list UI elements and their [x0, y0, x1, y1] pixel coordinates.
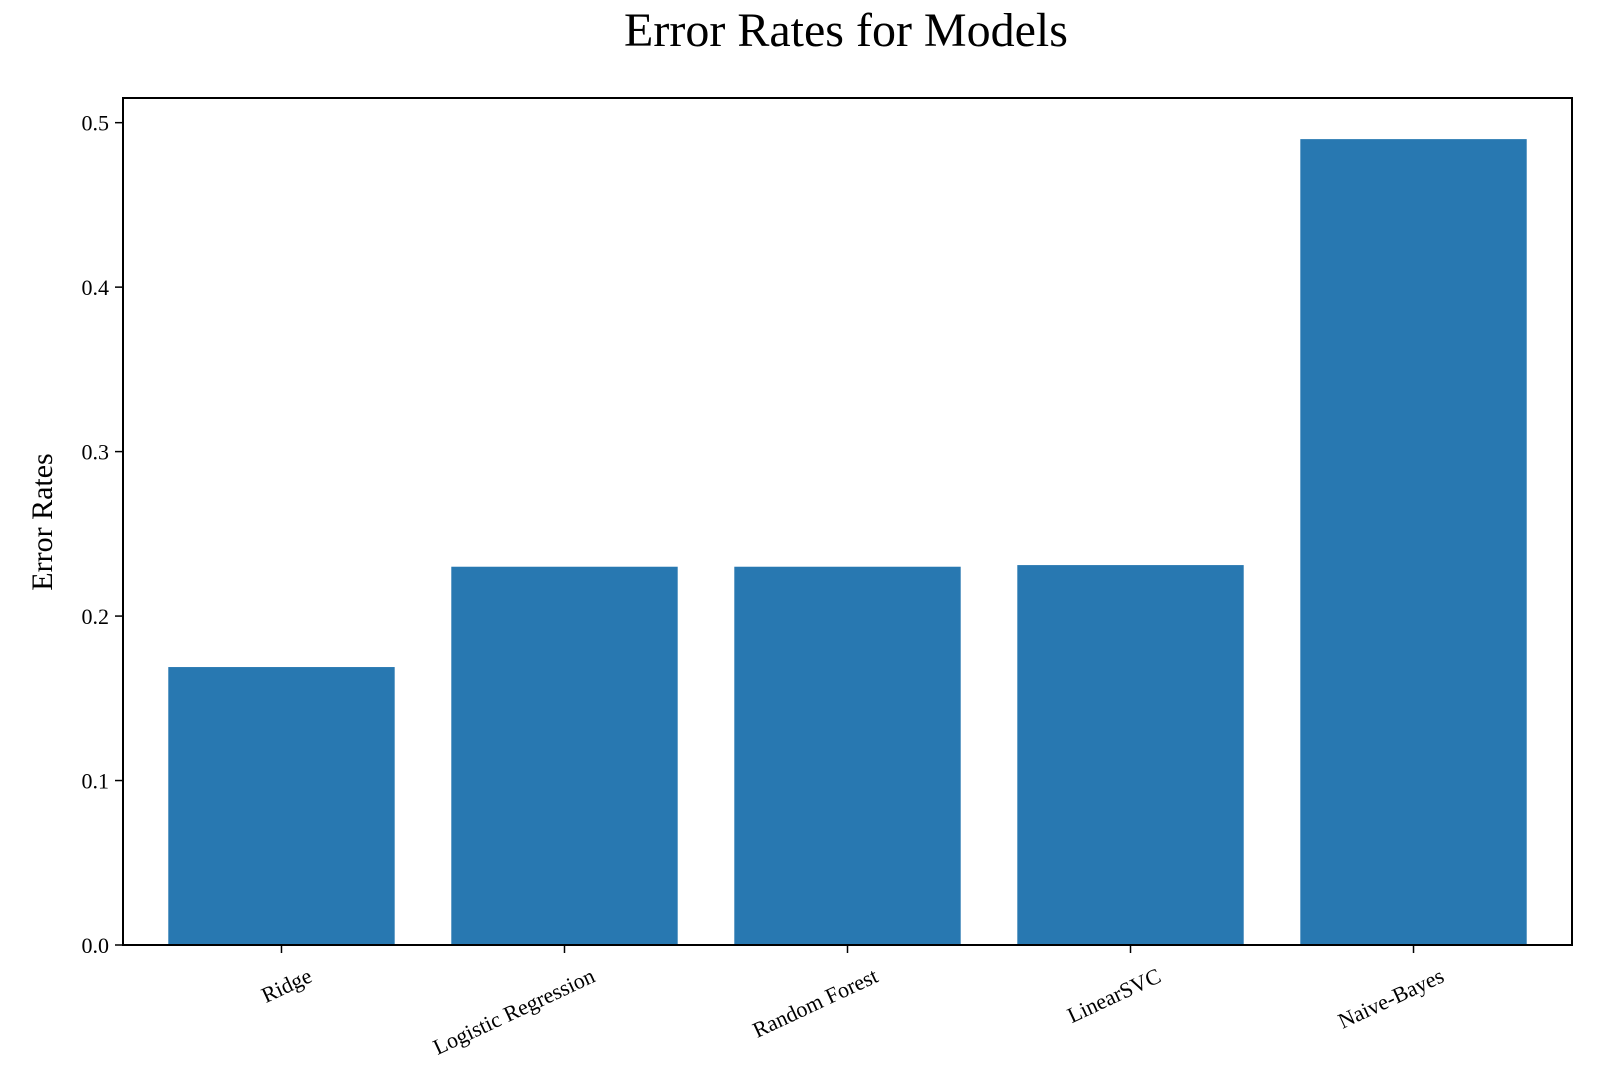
x-axis-ticks: Ridge Logistic Regression Random Forest Lin… — [257, 945, 1448, 1060]
x-tick-label: Naive-Bayes — [1334, 963, 1448, 1034]
plot-frame — [122, 97, 1573, 946]
y-tick-label: 0.1 — [82, 769, 110, 794]
bar-ridge — [168, 667, 395, 945]
chart-title: Error Rates for Models — [624, 4, 1068, 57]
x-tick-label: LinearSVC — [1063, 963, 1164, 1028]
x-tick-label: Logistic Regression — [429, 963, 599, 1060]
bar-logistic-regression — [451, 566, 678, 945]
bar-naive-bayes — [1300, 139, 1527, 945]
y-axis-ticks: 0.0 0.1 0.2 0.3 0.4 0.5 — [82, 111, 123, 958]
bar-linearsvc — [1017, 565, 1244, 945]
bars-group — [168, 139, 1527, 945]
y-tick-label: 0.4 — [82, 275, 110, 300]
y-tick-label: 0.5 — [82, 111, 110, 136]
y-tick-label: 0.0 — [82, 933, 110, 958]
y-tick-label: 0.2 — [82, 604, 110, 629]
x-tick-label: Random Forest — [749, 963, 882, 1043]
y-axis-label: Error Rates — [26, 453, 59, 590]
bar-random-forest — [734, 566, 961, 945]
x-tick-label: Ridge — [257, 963, 315, 1008]
y-tick-label: 0.3 — [82, 440, 110, 465]
